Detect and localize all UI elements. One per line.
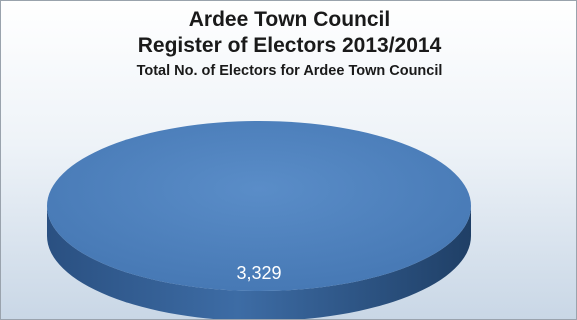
chart-title: Ardee Town Council — [188, 8, 391, 31]
pie-data-label: 3,329 — [236, 263, 281, 283]
chart-subtitle-secondary: Total No. of Electors for Ardee Town Cou… — [136, 63, 443, 79]
chart-subtitle: Register of Electors 2013/2014 — [137, 34, 442, 57]
pie-slice — [47, 121, 471, 291]
pie-slice-side — [47, 206, 471, 319]
